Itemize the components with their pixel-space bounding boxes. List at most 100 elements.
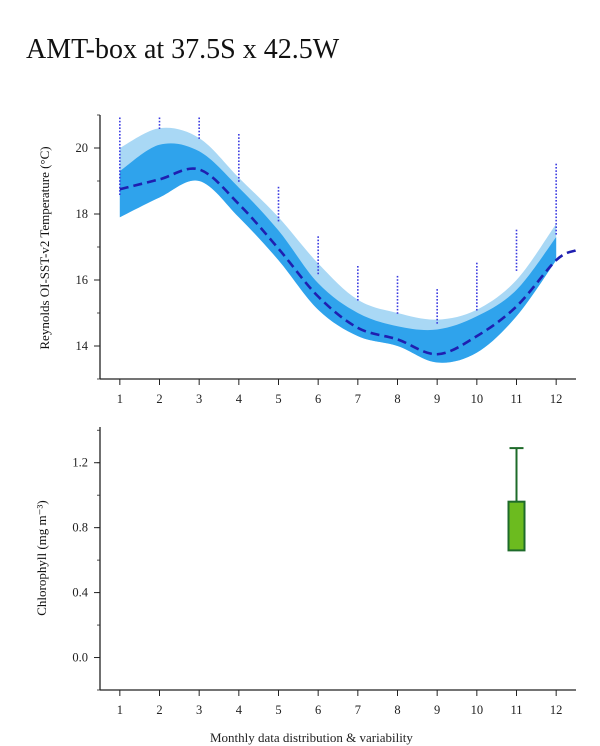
sst-observation-point bbox=[317, 266, 319, 268]
chlorophyll-y-tick-label: 0.4 bbox=[72, 586, 88, 600]
sst-observation-point bbox=[357, 289, 359, 291]
sst-observation-point bbox=[476, 305, 478, 308]
sst-observation-point bbox=[555, 223, 557, 225]
sst-observation-point bbox=[238, 176, 240, 179]
sst-observation-point bbox=[119, 127, 121, 129]
sst-observation-point bbox=[317, 259, 319, 261]
sst-observation-point bbox=[555, 173, 557, 176]
sst-observation-point bbox=[119, 193, 121, 195]
sst-observation-point bbox=[555, 193, 557, 195]
sst-observation-point bbox=[119, 180, 121, 182]
sst-observation-point bbox=[119, 160, 121, 162]
sst-observation-point bbox=[515, 236, 518, 238]
chlorophyll-x-tick-label: 8 bbox=[394, 703, 400, 717]
chlorophyll-x-tick-label: 5 bbox=[275, 703, 281, 717]
sst-observation-point bbox=[357, 295, 359, 298]
sst-observation-point bbox=[198, 117, 200, 120]
sst-observation-point bbox=[436, 305, 438, 308]
sst-observation-point bbox=[119, 150, 121, 153]
sst-observation-point bbox=[555, 226, 557, 228]
sst-mean-line bbox=[119, 167, 577, 356]
sst-observation-point bbox=[238, 153, 240, 156]
sst-observation-point bbox=[119, 143, 121, 146]
chlorophyll-box bbox=[507, 500, 526, 552]
sst-observation-point bbox=[515, 252, 518, 255]
sst-y-tick-label: 18 bbox=[76, 207, 89, 221]
sst-observation-point bbox=[119, 124, 121, 126]
sst-observation-point bbox=[238, 157, 240, 159]
sst-x-tick-label: 4 bbox=[236, 392, 243, 406]
sst-observation-point bbox=[317, 269, 319, 271]
sst-observation-point bbox=[436, 292, 438, 294]
sst-x-tick-label: 2 bbox=[156, 392, 162, 406]
sst-observation-point bbox=[396, 299, 399, 301]
chlorophyll-y-tick-label: 0.0 bbox=[72, 651, 88, 665]
sst-observation-point bbox=[555, 233, 557, 235]
sst-observation-point bbox=[119, 130, 121, 133]
sst-observation-point bbox=[436, 289, 438, 291]
sst-observation-point bbox=[119, 167, 121, 169]
sst-observation-point bbox=[515, 266, 518, 268]
sst-observation-point bbox=[515, 269, 518, 271]
sst-observation-point bbox=[476, 302, 478, 304]
sst-observation-point bbox=[555, 229, 557, 232]
sst-observation-point bbox=[555, 190, 557, 192]
sst-observation-point bbox=[238, 137, 240, 139]
sst-observation-point bbox=[436, 302, 438, 304]
sst-y-axis-label: Reynolds OI-SST-v2 Temperature (°C) bbox=[37, 146, 52, 349]
sst-x-tick-label: 12 bbox=[550, 392, 563, 406]
chlorophyll-panel: 1 2 3 4 5 6 7 8 9 10 11 120.00.40.81.2 Chlorophyll … bbox=[34, 427, 576, 717]
chlorophyll-x-tick-label: 12 bbox=[550, 703, 563, 717]
sst-observation-point bbox=[119, 153, 121, 156]
sst-observation-point bbox=[357, 272, 359, 275]
sst-observation-point bbox=[555, 167, 557, 169]
sst-observation-point bbox=[436, 295, 438, 298]
sst-observation-point bbox=[515, 246, 518, 248]
sst-observation-point bbox=[277, 190, 280, 192]
sst-observation-point bbox=[119, 120, 121, 123]
sst-bands bbox=[119, 127, 557, 363]
sst-observation-point bbox=[357, 275, 359, 278]
sst-x-tick-label: 9 bbox=[434, 392, 440, 406]
sst-observation-point bbox=[515, 249, 518, 252]
sst-observation-point bbox=[119, 173, 121, 176]
sst-observation-point bbox=[555, 209, 557, 212]
chlorophyll-x-tick-label: 2 bbox=[156, 703, 162, 717]
sst-observation-point bbox=[357, 299, 359, 301]
sst-observation-point bbox=[277, 193, 280, 195]
sst-observation-point bbox=[277, 203, 280, 205]
sst-observation-point bbox=[396, 302, 399, 304]
sst-inner-range-band bbox=[119, 143, 557, 363]
sst-observation-point bbox=[555, 176, 557, 179]
sst-observation-point bbox=[119, 163, 121, 166]
sst-observation-point bbox=[238, 170, 240, 172]
sst-observation-point bbox=[436, 312, 438, 314]
sst-x-tick-label: 3 bbox=[196, 392, 202, 406]
sst-x-tick-label: 5 bbox=[275, 392, 281, 406]
sst-observation-point bbox=[158, 127, 161, 129]
sst-observation-point bbox=[119, 170, 121, 172]
sst-observation-point bbox=[515, 242, 518, 245]
sst-observation-point bbox=[317, 246, 319, 248]
sst-observation-point bbox=[396, 305, 399, 308]
sst-observation-point bbox=[317, 242, 319, 245]
sst-observation-point bbox=[119, 140, 121, 143]
sst-observations bbox=[119, 117, 557, 324]
sst-observation-point bbox=[317, 236, 319, 238]
sst-observation-point bbox=[119, 183, 121, 186]
sst-observation-point bbox=[238, 167, 240, 169]
sst-observation-point bbox=[198, 120, 200, 123]
sst-observation-point bbox=[238, 140, 240, 143]
sst-observation-point bbox=[277, 200, 280, 202]
sst-observation-point bbox=[476, 279, 478, 281]
footer-caption: Monthly data distribution & variability bbox=[210, 730, 413, 745]
sst-observation-point bbox=[396, 279, 399, 281]
sst-observation-point bbox=[277, 196, 280, 199]
sst-observation-point bbox=[357, 266, 359, 268]
sst-observation-point bbox=[357, 292, 359, 294]
sst-x-tick-label: 6 bbox=[315, 392, 321, 406]
chlorophyll-x-tick-label: 11 bbox=[510, 703, 522, 717]
chlorophyll-axes: 1 2 3 4 5 6 7 8 9 10 11 120.00.40.81.2 bbox=[72, 427, 576, 717]
